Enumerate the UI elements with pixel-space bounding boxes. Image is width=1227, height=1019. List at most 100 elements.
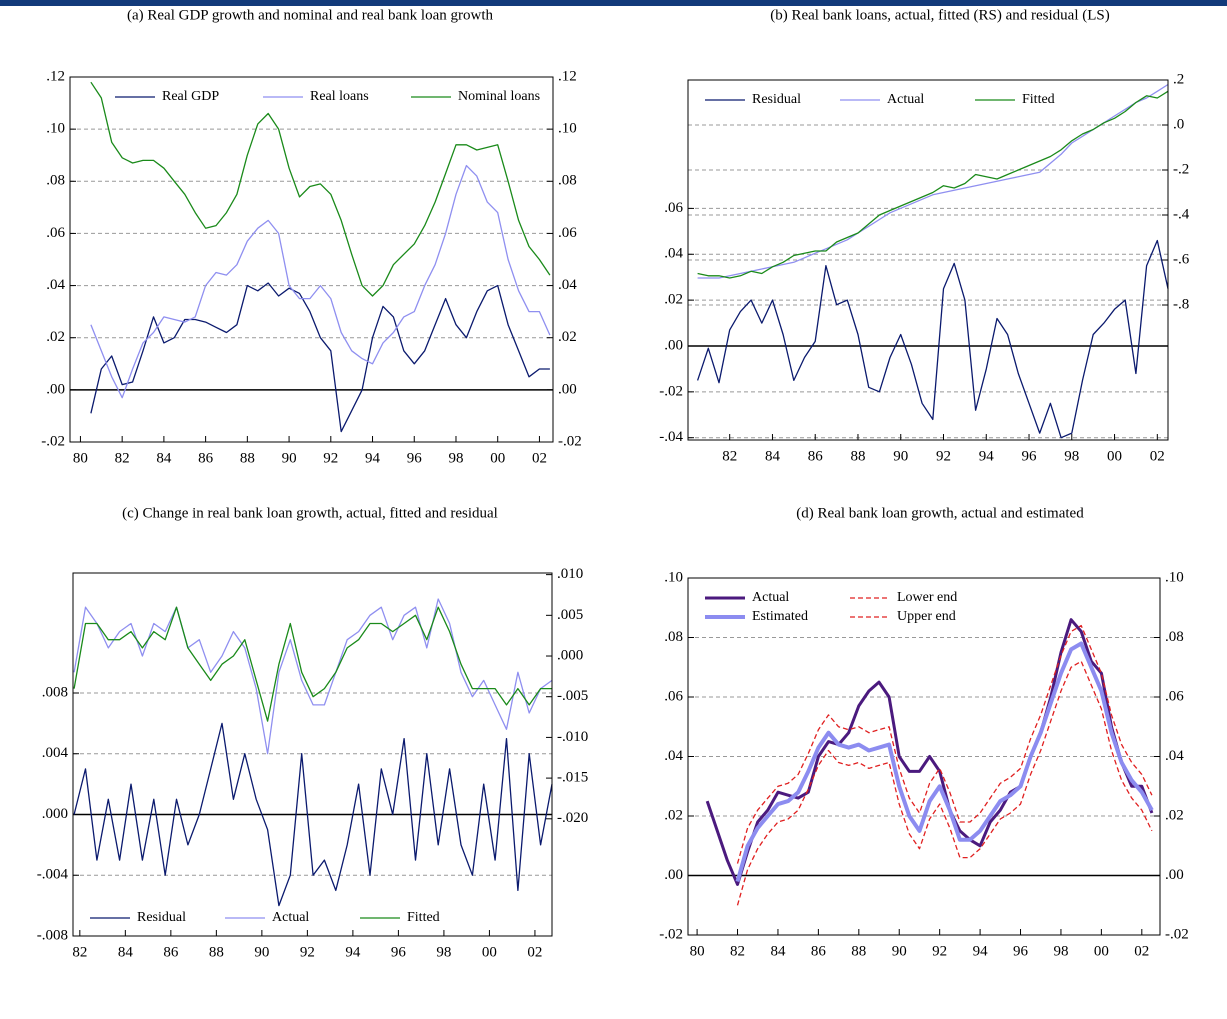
chart-title: (b) Real bank loans, actual, fitted (RS)…	[770, 7, 1110, 23]
x-tick-label: 80	[690, 943, 705, 959]
x-tick-label: 02	[527, 944, 542, 960]
y2-tick-label: .08	[558, 173, 577, 189]
y2-tick-label: .06	[558, 225, 577, 241]
series-line	[736, 624, 1153, 864]
y2-tick-label: -.020	[557, 810, 588, 826]
x-tick-label: 00	[490, 450, 505, 466]
y-tick-label: .004	[42, 745, 69, 761]
y-tick-label: .00	[664, 867, 683, 883]
y-tick-label: .04	[664, 246, 683, 262]
y-tick-label: .06	[664, 688, 683, 704]
legend-label: Fitted	[1022, 92, 1055, 107]
y2-tick-label: .010	[557, 566, 583, 582]
x-tick-label: 84	[770, 943, 786, 959]
y2-tick-label: .000	[557, 647, 583, 663]
legend-label: Nominal loans	[458, 89, 540, 104]
series-line	[73, 606, 552, 722]
chart-title: (c) Change in real bank loan growth, act…	[122, 505, 498, 521]
series-line	[736, 660, 1153, 906]
x-tick-label: 98	[448, 450, 463, 466]
y2-tick-label: -.6	[1173, 251, 1190, 267]
y2-tick-label: -.4	[1173, 206, 1190, 222]
series-line	[697, 83, 1169, 279]
series-line	[73, 598, 553, 755]
plot-frame	[72, 572, 553, 937]
y2-tick-label: -.015	[557, 770, 588, 786]
legend-label: Actual	[752, 590, 789, 605]
y2-tick-label: .10	[1165, 569, 1184, 585]
x-tick-label: 86	[811, 943, 827, 959]
y-tick-label: -.04	[659, 429, 683, 445]
banner	[0, 0, 1227, 6]
y2-tick-label: -.2	[1173, 161, 1189, 177]
legend-label: Residual	[752, 92, 801, 107]
x-tick-label: 98	[1064, 448, 1079, 464]
y-tick-label: .12	[46, 68, 65, 84]
y-tick-label: -.02	[659, 383, 683, 399]
x-tick-label: 02	[532, 450, 547, 466]
x-tick-label: 96	[391, 944, 407, 960]
x-tick-label: 98	[436, 944, 451, 960]
plot-frame	[687, 79, 1169, 441]
y2-tick-label: .02	[558, 329, 577, 345]
x-tick-label: 90	[254, 944, 269, 960]
x-tick-label: 84	[156, 450, 172, 466]
y-tick-label: .08	[664, 629, 683, 645]
x-tick-label: 96	[407, 450, 423, 466]
x-tick-label: 84	[765, 448, 781, 464]
y2-tick-label: .00	[558, 381, 577, 397]
x-tick-label: 88	[240, 450, 255, 466]
x-tick-label: 94	[973, 943, 989, 959]
series-line	[697, 90, 1169, 279]
y-tick-label: .10	[46, 121, 65, 137]
x-tick-label: 90	[893, 448, 908, 464]
series-line	[696, 239, 1169, 439]
chart-title: (d) Real bank loan growth, actual and es…	[796, 505, 1084, 521]
y2-tick-label: .04	[558, 277, 577, 293]
y-tick-label: .06	[664, 200, 683, 216]
x-tick-label: 90	[282, 450, 297, 466]
y-tick-label: .04	[664, 748, 683, 764]
x-tick-label: 88	[850, 448, 865, 464]
x-tick-label: 92	[932, 943, 947, 959]
x-tick-label: 86	[198, 450, 214, 466]
y2-tick-label: .04	[1165, 748, 1184, 764]
x-tick-label: 86	[163, 944, 179, 960]
y-tick-label: .06	[46, 225, 65, 241]
y-tick-label: .08	[46, 173, 65, 189]
y-tick-label: .02	[664, 807, 683, 823]
x-tick-label: 00	[1107, 448, 1122, 464]
y-tick-label: .00	[664, 337, 683, 353]
x-tick-label: 96	[1013, 943, 1029, 959]
plot-frame	[687, 577, 1161, 936]
legend-label: Actual	[272, 910, 309, 925]
x-tick-label: 02	[1134, 943, 1149, 959]
x-tick-label: 88	[851, 943, 866, 959]
y2-tick-label: -.010	[557, 729, 588, 745]
y2-tick-label: -.8	[1173, 296, 1189, 312]
y2-tick-label: .2	[1173, 71, 1184, 87]
x-tick-label: 82	[722, 448, 737, 464]
x-tick-label: 92	[300, 944, 315, 960]
x-tick-label: 88	[209, 944, 224, 960]
x-tick-label: 00	[1094, 943, 1109, 959]
y-tick-label: -.004	[37, 867, 69, 883]
y-tick-label: .04	[46, 277, 65, 293]
series-line	[73, 722, 553, 907]
y-tick-label: .10	[664, 569, 683, 585]
series-line	[90, 164, 551, 399]
series-line	[90, 282, 550, 433]
y-tick-label: .00	[46, 381, 65, 397]
x-tick-label: 84	[118, 944, 134, 960]
y2-tick-label: -.005	[557, 688, 588, 704]
y2-tick-label: -.02	[558, 433, 582, 449]
y-tick-label: .008	[42, 684, 68, 700]
plot-frame	[69, 76, 554, 443]
x-tick-label: 86	[808, 448, 824, 464]
x-tick-label: 90	[892, 943, 907, 959]
x-tick-label: 92	[323, 450, 338, 466]
series-line	[705, 618, 1154, 886]
x-tick-label: 96	[1022, 448, 1038, 464]
y-tick-label: .02	[46, 329, 65, 345]
